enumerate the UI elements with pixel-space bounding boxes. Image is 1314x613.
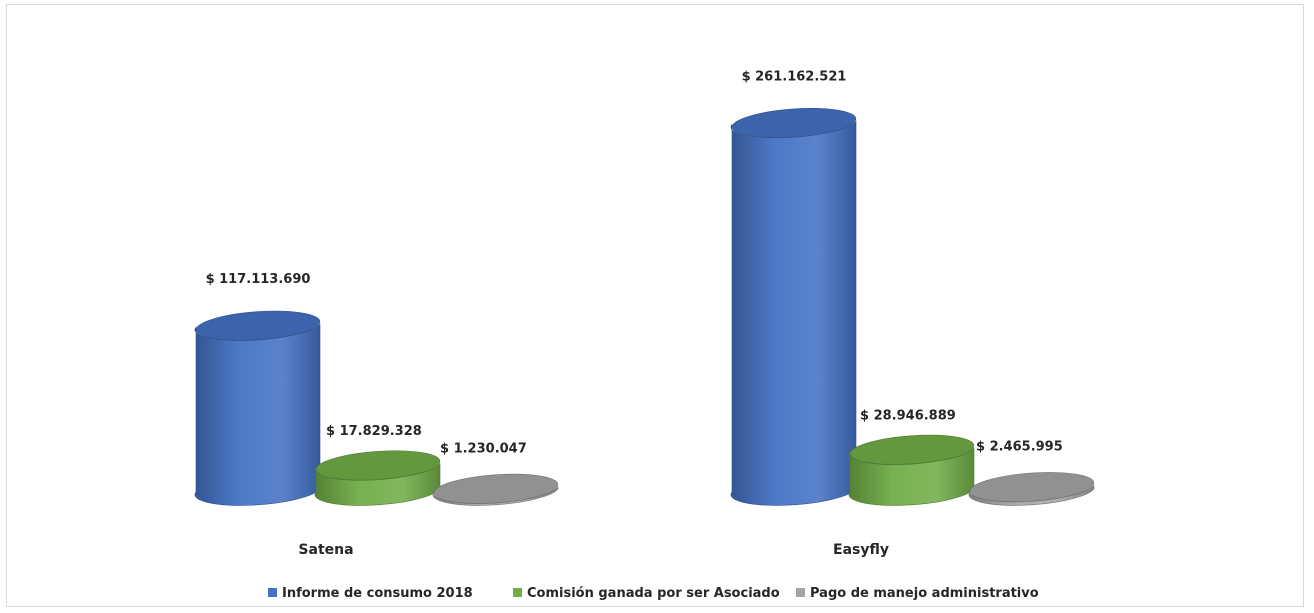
data-label-easyfly-series-1: $ 261.162.521: [742, 69, 847, 84]
data-label-satena-series-2: $ 17.829.328: [326, 424, 422, 439]
bar-satena-series-1: [194, 310, 321, 506]
category-label-satena: Satena: [298, 542, 353, 558]
data-label-satena-series-3: $ 1.230.047: [440, 441, 527, 456]
legend-label-2: Comisión ganada por ser Asociado: [527, 586, 780, 601]
legend-swatch-2: [513, 588, 522, 597]
data-label-satena-series-1: $ 117.113.690: [206, 272, 311, 287]
legend-swatch-1: [268, 588, 277, 597]
bar-easyfly-series-2: [848, 434, 975, 506]
bar-satena-series-2: [314, 450, 441, 506]
chart-frame: [6, 4, 1304, 607]
legend-item-3: Pago de manejo administrativo: [796, 586, 1039, 601]
bar-easyfly-series-3: [968, 472, 1095, 506]
data-label-easyfly-series-3: $ 2.465.995: [976, 440, 1063, 455]
bar-easyfly-series-1: [730, 108, 857, 506]
legend-label-1: Informe de consumo 2018: [282, 586, 473, 601]
legend-label-3: Pago de manejo administrativo: [810, 586, 1039, 601]
category-label-easyfly: Easyfly: [833, 542, 889, 558]
legend-item-2: Comisión ganada por ser Asociado: [513, 586, 780, 601]
legend-swatch-3: [796, 588, 805, 597]
bar-satena-series-3: [432, 473, 559, 506]
legend-item-1: Informe de consumo 2018: [268, 586, 473, 601]
data-label-easyfly-series-2: $ 28.946.889: [860, 408, 956, 423]
